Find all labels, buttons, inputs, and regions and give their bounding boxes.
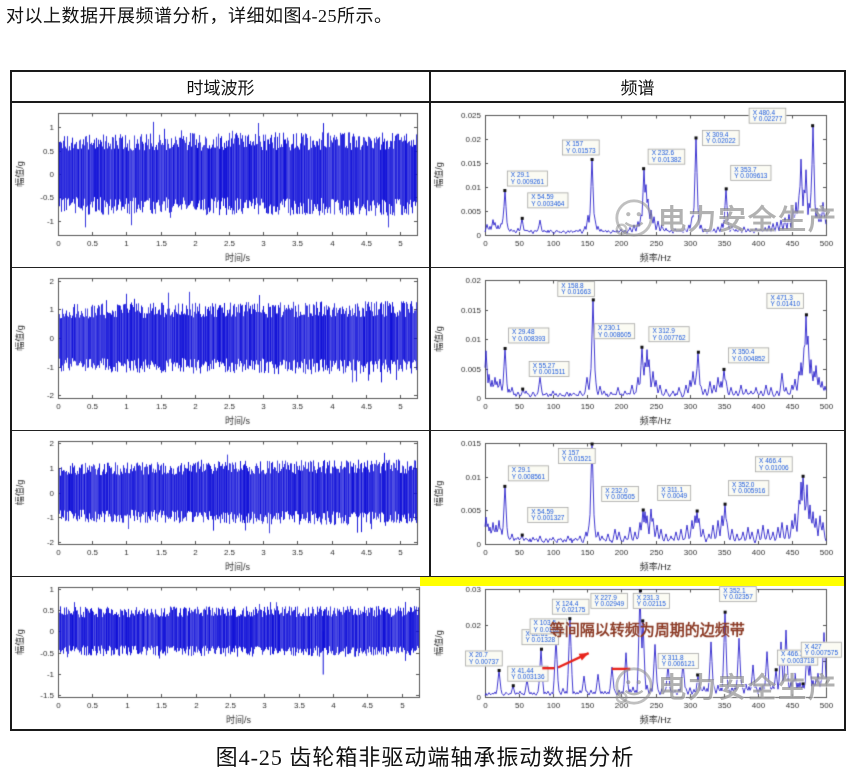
spectrum-chart-4: [431, 577, 844, 729]
time-waveform-chart-1: [12, 103, 429, 267]
cell-time-4: [12, 577, 431, 729]
spectrum-chart-2: [431, 268, 844, 430]
figure-caption: 图4-25 齿轮箱非驱动端轴承振动数据分析: [215, 745, 635, 770]
cell-spectrum-1: 电力安全生产: [431, 103, 844, 267]
time-waveform-chart-2: [12, 268, 429, 430]
table-row-2: [12, 268, 844, 431]
time-waveform-chart-4: [12, 577, 431, 729]
column-header-spectrum: 频谱: [620, 79, 655, 98]
table-header-row: 时域波形 频谱: [12, 72, 844, 103]
figure-table: 时域波形 频谱 电力安全生产: [10, 70, 846, 731]
yellow-highlight: [420, 577, 844, 586]
table-row-3: [12, 431, 844, 577]
column-header-time-domain: 时域波形: [12, 72, 431, 101]
table-row-4: 电力安全生产: [12, 577, 844, 729]
time-waveform-chart-3: [12, 431, 429, 576]
cell-time-2: [12, 268, 431, 430]
spectrum-chart-3: [431, 431, 844, 576]
cell-spectrum-4: 电力安全生产: [431, 577, 844, 729]
cell-spectrum-3: [431, 431, 844, 576]
cell-time-3: [12, 431, 431, 576]
cell-time-1: [12, 103, 431, 267]
intro-text: 对以上数据开展频谱分析，详细如图4-25所示。: [6, 6, 393, 26]
cell-spectrum-2: [431, 268, 844, 430]
table-row-1: 电力安全生产: [12, 103, 844, 268]
spectrum-chart-1: [431, 103, 844, 267]
